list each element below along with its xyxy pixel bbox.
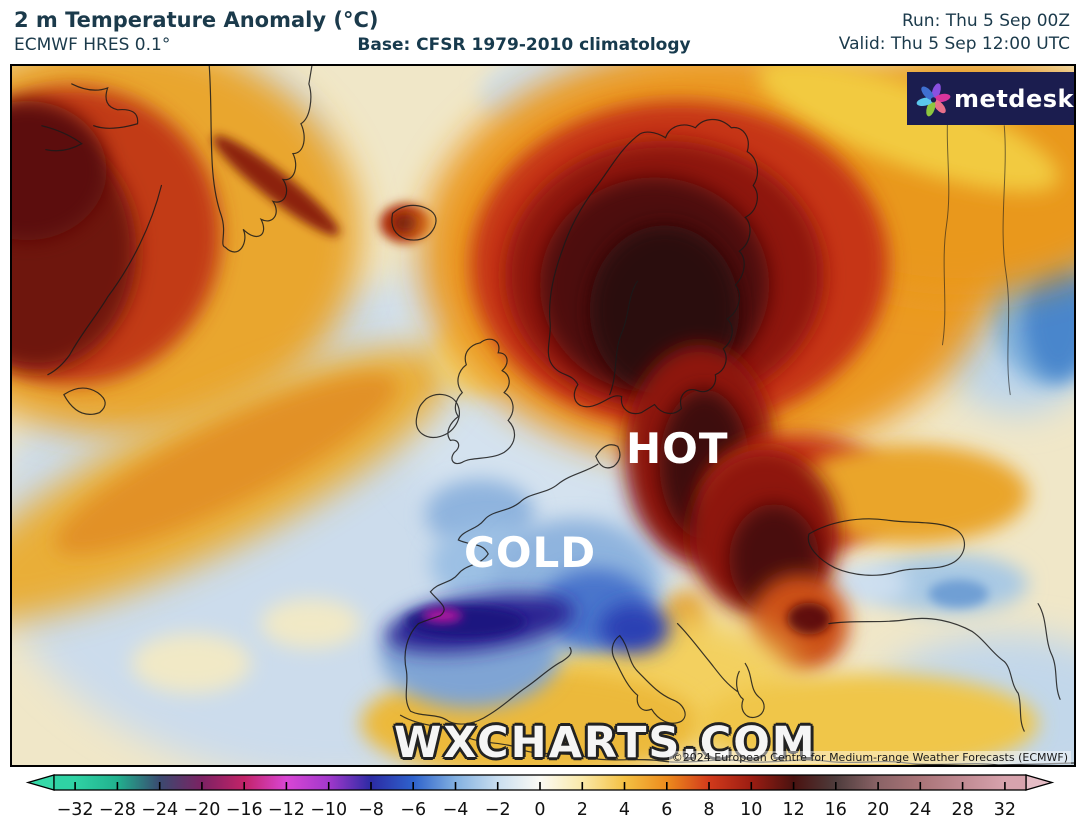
svg-text:−16: −16 xyxy=(226,800,263,820)
svg-text:−10: −10 xyxy=(310,800,347,820)
svg-text:20: 20 xyxy=(867,800,889,820)
svg-text:28: 28 xyxy=(951,800,973,820)
run-time-label: Run: Thu 5 Sep 00Z xyxy=(901,11,1070,31)
cold-core-blobs xyxy=(380,479,670,709)
svg-text:−32: −32 xyxy=(57,800,94,820)
svg-text:4: 4 xyxy=(619,800,630,820)
metdesk-logo-text: metdesk xyxy=(954,84,1074,113)
svg-text:8: 8 xyxy=(703,800,714,820)
svg-text:−6: −6 xyxy=(400,800,426,820)
cold-annotation: COLD xyxy=(464,528,597,577)
page-title: 2 m Temperature Anomaly (°C) xyxy=(14,8,379,32)
metdesk-logo: metdesk xyxy=(907,72,1074,125)
svg-text:0: 0 xyxy=(534,800,545,820)
svg-text:−12: −12 xyxy=(268,800,305,820)
colorbar-scale: −32 −28 −24 −20 −16 −12 −10 −8 −6 −4 −2 0 2 4 6 8 10 12 16… xyxy=(25,774,1055,820)
model-label: ECMWF HRES 0.1° xyxy=(14,35,171,55)
coastlines xyxy=(41,66,1074,765)
svg-text:6: 6 xyxy=(661,800,672,820)
colorbar: −32 −28 −24 −20 −16 −12 −10 −8 −6 −4 −2 0 2 4 6 8 10 12 16… xyxy=(0,770,1088,833)
temperature-anomaly-field xyxy=(12,66,1074,765)
svg-text:−2: −2 xyxy=(485,800,511,820)
warm-anomaly-blobs xyxy=(12,66,1074,765)
climatology-base-label: Base: CFSR 1979-2010 climatology xyxy=(357,35,691,55)
wxcharts-watermark: WXCHARTS.COM xyxy=(394,718,817,768)
anomaly-map: HOT COLD WXCHARTS.COM ©2024 European Cen… xyxy=(10,64,1076,768)
svg-text:32: 32 xyxy=(994,800,1016,820)
copyright-notice: ©2024 European Centre for Medium-range W… xyxy=(668,751,1071,764)
svg-text:−28: −28 xyxy=(99,800,136,820)
hot-annotation: HOT xyxy=(626,424,729,473)
svg-text:24: 24 xyxy=(909,800,931,820)
valid-time-label: Valid: Thu 5 Sep 12:00 UTC xyxy=(838,34,1070,54)
svg-text:10: 10 xyxy=(740,800,762,820)
svg-text:12: 12 xyxy=(782,800,804,820)
svg-text:−8: −8 xyxy=(358,800,384,820)
metdesk-flower-icon xyxy=(916,82,951,116)
svg-text:−24: −24 xyxy=(141,800,178,820)
svg-text:−20: −20 xyxy=(183,800,220,820)
svg-text:16: 16 xyxy=(825,800,847,820)
header: 2 m Temperature Anomaly (°C) ECMWF HRES … xyxy=(0,0,1088,62)
svg-text:−4: −4 xyxy=(443,800,469,820)
svg-text:2: 2 xyxy=(577,800,588,820)
